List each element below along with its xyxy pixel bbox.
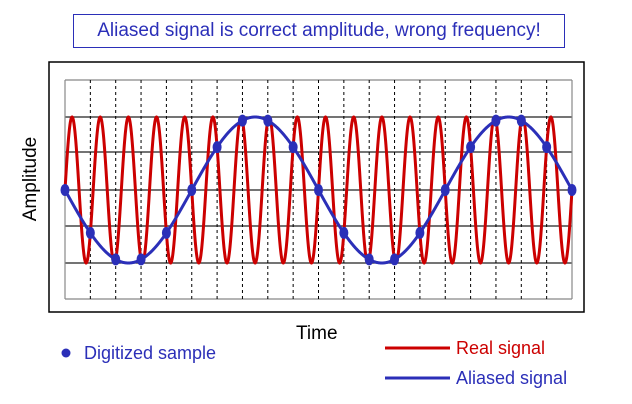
legend-aliased-label: Aliased signal bbox=[456, 368, 568, 388]
x-axis-label: Time bbox=[296, 323, 338, 344]
digitized-sample-point bbox=[237, 114, 247, 127]
legend-real-label: Real signal bbox=[456, 338, 546, 358]
digitized-sample-point bbox=[339, 226, 349, 239]
digitized-sample-point bbox=[187, 184, 197, 196]
digitized-sample-point bbox=[136, 253, 146, 266]
digitized-sample-point bbox=[516, 114, 526, 127]
digitized-sample-point bbox=[161, 226, 171, 239]
title-banner: Aliased signal is correct amplitude, wro… bbox=[73, 14, 565, 48]
y-axis-label: Amplitude bbox=[20, 136, 41, 222]
digitized-sample-point bbox=[314, 184, 323, 196]
digitized-sample-point bbox=[85, 226, 95, 239]
digitized-sample-point bbox=[491, 114, 501, 127]
legend-sample-dot bbox=[61, 348, 71, 358]
plot-frame bbox=[48, 61, 585, 313]
digitized-sample-point bbox=[440, 184, 450, 196]
digitized-sample-point bbox=[263, 114, 273, 127]
digitized-sample-point bbox=[542, 141, 552, 154]
digitized-sample-point bbox=[364, 253, 374, 266]
digitized-sample-point bbox=[288, 141, 298, 154]
digitized-sample-point bbox=[567, 184, 577, 196]
digitized-sample-point bbox=[466, 141, 476, 154]
legend-sample-label: Digitized sample bbox=[84, 343, 217, 363]
digitized-sample-point bbox=[111, 253, 121, 266]
digitized-sample-point bbox=[212, 141, 222, 154]
digitized-sample-point bbox=[415, 226, 425, 239]
digitized-sample-point bbox=[390, 253, 400, 266]
digitized-sample-point bbox=[60, 184, 70, 196]
